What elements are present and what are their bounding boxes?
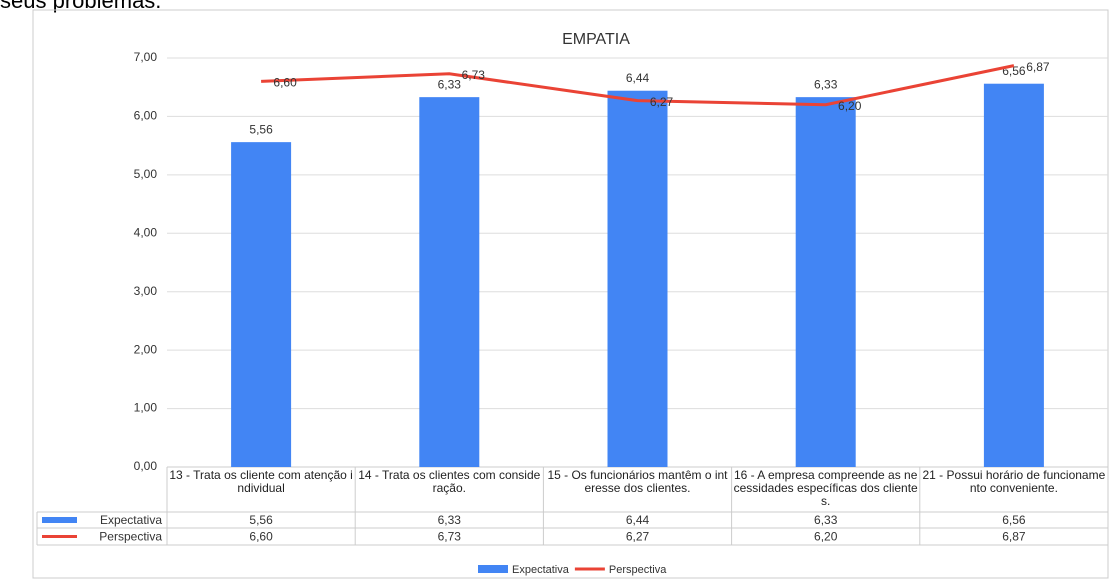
table-value: 6,73: [438, 530, 462, 544]
category-label: 16 - A empresa compreende as necessidade…: [733, 469, 918, 508]
bar-value-label: 6,33: [438, 77, 462, 91]
chart-frame: [32, 9, 1109, 579]
table-value: 6,33: [438, 513, 462, 527]
y-tick-label: 3,00: [134, 284, 158, 298]
table-value: 6,44: [626, 513, 650, 527]
y-tick-label: 6,00: [134, 109, 158, 123]
line-value-label: 6,20: [838, 99, 862, 113]
category-label: 21 - Possui horário de funcionamento con…: [922, 469, 1106, 495]
category-label: 14 - Trata os clientes com consideração.: [358, 469, 541, 495]
y-tick-label: 0,00: [134, 459, 158, 473]
table-value: 6,20: [814, 530, 838, 544]
legend-label: Expectativa: [512, 564, 570, 576]
legend-label: Perspectiva: [609, 564, 667, 576]
line-value-label: 6,27: [650, 95, 674, 109]
category-label: 13 - Trata os cliente com atenção indivi…: [169, 469, 353, 495]
table-series-name: Expectativa: [100, 513, 162, 527]
line: [261, 64, 1015, 107]
bar-value-label: 6,33: [814, 77, 838, 91]
y-tick-label: 4,00: [134, 225, 158, 239]
y-tick-label: 2,00: [134, 342, 158, 356]
line-value-label: 6,87: [1026, 60, 1050, 74]
table-series-name: Perspectiva: [99, 530, 162, 544]
bar: [795, 97, 856, 467]
bar: [419, 97, 480, 467]
line-value-label: 6,73: [462, 68, 486, 82]
bar: [231, 142, 292, 467]
bar: [983, 83, 1044, 468]
legend-key: [478, 565, 508, 573]
bar-value-label: 6,44: [626, 71, 650, 85]
table-value: 6,56: [1002, 513, 1026, 527]
line-value-label: 6,60: [273, 76, 297, 90]
table-value: 5,56: [249, 513, 273, 527]
table-value: 6,33: [814, 513, 838, 527]
category-label: 15 - Os funcionários mantêm o interesse …: [547, 469, 728, 495]
bar: [607, 90, 668, 467]
y-tick-label: 1,00: [134, 401, 158, 415]
bar-value-label: 5,56: [249, 122, 273, 136]
table-value: 6,60: [249, 530, 273, 544]
y-tick-label: 5,00: [134, 167, 158, 181]
y-tick-label: 7,00: [134, 50, 158, 64]
table-key: [42, 517, 77, 523]
table-value: 6,27: [626, 530, 650, 544]
table-value: 6,87: [1002, 530, 1026, 544]
chart-title: EMPATIA: [562, 31, 630, 48]
